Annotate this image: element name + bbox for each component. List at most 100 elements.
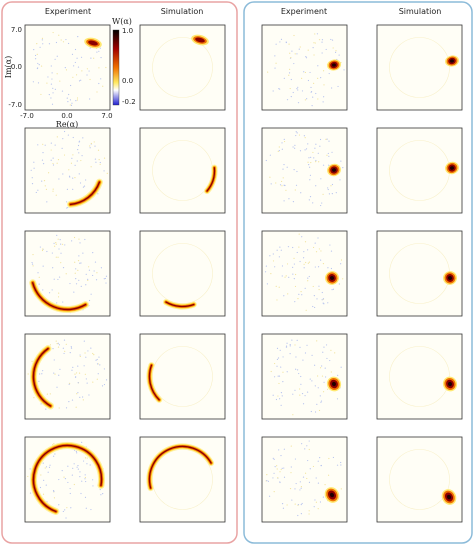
noise-dot: [65, 38, 67, 41]
noise-dot: [50, 159, 52, 161]
noise-dot: [92, 479, 94, 481]
noise-dot: [275, 182, 277, 184]
noise-dot: [286, 166, 288, 168]
noise-dot: [82, 396, 84, 398]
noise-dot: [33, 397, 35, 399]
noise-dot: [293, 62, 295, 65]
noise-dot: [312, 465, 315, 468]
noise-dot: [280, 249, 282, 251]
noise-dot: [73, 463, 75, 465]
noise-dot: [294, 53, 296, 55]
noise-dot: [307, 49, 309, 51]
blob: [332, 168, 336, 172]
noise-dot: [76, 97, 79, 99]
noise-dot: [301, 502, 303, 505]
noise-dot: [316, 375, 319, 377]
noise-dot: [90, 508, 92, 511]
noise-dot: [84, 478, 86, 480]
noise-dot: [304, 352, 307, 354]
noise-dot: [324, 367, 326, 369]
noise-dot: [42, 43, 44, 45]
noise-dot: [298, 293, 300, 295]
noise-dot: [304, 448, 306, 450]
noise-dot: [64, 478, 67, 480]
noise-dot: [75, 450, 77, 453]
noise-dot: [273, 458, 275, 460]
noise-dot: [75, 283, 78, 285]
noise-dot: [85, 273, 87, 275]
noise-dot: [282, 507, 285, 509]
noise-dot: [320, 178, 322, 180]
noise-dot: [27, 373, 29, 375]
noise-dot: [313, 42, 315, 44]
noise-dot: [41, 249, 44, 252]
noise-dot: [317, 98, 319, 100]
noise-dot: [68, 175, 71, 177]
noise-dot: [92, 485, 94, 487]
wigner-panel: [376, 333, 463, 420]
noise-dot: [288, 276, 290, 278]
noise-dot: [82, 186, 85, 188]
blob: [195, 37, 205, 43]
contour: [389, 449, 450, 510]
noise-dot: [315, 477, 317, 479]
noise-dot: [286, 504, 288, 506]
noise-dot: [78, 173, 80, 175]
noise-dot: [311, 354, 313, 357]
noise-dot: [299, 150, 302, 152]
noise-dot: [62, 267, 65, 269]
noise-dot: [305, 56, 307, 58]
noise-dot: [71, 102, 73, 104]
noise-dot: [277, 395, 279, 397]
noise-dot: [282, 177, 284, 179]
noise-dot: [53, 278, 55, 280]
noise-dot: [308, 513, 310, 515]
noise-dot: [50, 149, 52, 151]
noise-dot: [300, 192, 302, 194]
noise-dot: [67, 101, 69, 103]
noise-dot: [54, 144, 56, 146]
noise-dot: [105, 275, 108, 277]
noise-dot: [79, 262, 81, 264]
noise-dot: [98, 67, 100, 69]
noise-dot: [280, 180, 283, 183]
noise-dot: [74, 261, 76, 263]
noise-dot: [317, 152, 319, 154]
noise-dot: [96, 51, 98, 53]
noise-dot: [288, 43, 290, 45]
noise-dot: [322, 496, 325, 498]
noise-dot: [37, 272, 39, 274]
noise-dot: [61, 147, 63, 149]
noise-dot: [42, 265, 44, 267]
noise-dot: [266, 480, 268, 482]
wigner-panel: [261, 333, 348, 420]
noise-dot: [68, 383, 70, 385]
noise-dot: [41, 37, 44, 39]
noise-dot: [298, 48, 300, 50]
noise-dot: [293, 34, 295, 37]
noise-dot: [276, 249, 278, 251]
noise-dot: [62, 138, 64, 140]
noise-dot: [278, 150, 280, 152]
noise-dot: [65, 343, 67, 345]
noise-dot: [45, 408, 47, 410]
noise-dot: [300, 513, 302, 515]
noise-dot: [84, 238, 86, 241]
noise-dot: [327, 302, 329, 304]
noise-dot: [272, 90, 274, 92]
noise-dot: [64, 350, 66, 352]
noise-dot: [303, 257, 305, 259]
crescent: [32, 282, 87, 311]
left-group-frame: [1, 1, 238, 544]
noise-dot: [314, 364, 316, 366]
noise-dot: [340, 61, 342, 64]
noise-dot: [318, 409, 321, 412]
noise-dot: [294, 344, 296, 346]
noise-dot: [309, 196, 312, 198]
noise-dot: [85, 179, 87, 181]
noise-dot: [277, 357, 280, 359]
noise-dot: [318, 285, 320, 287]
noise-dot: [87, 350, 89, 352]
noise-dot: [49, 393, 51, 395]
noise-dot: [281, 467, 283, 469]
